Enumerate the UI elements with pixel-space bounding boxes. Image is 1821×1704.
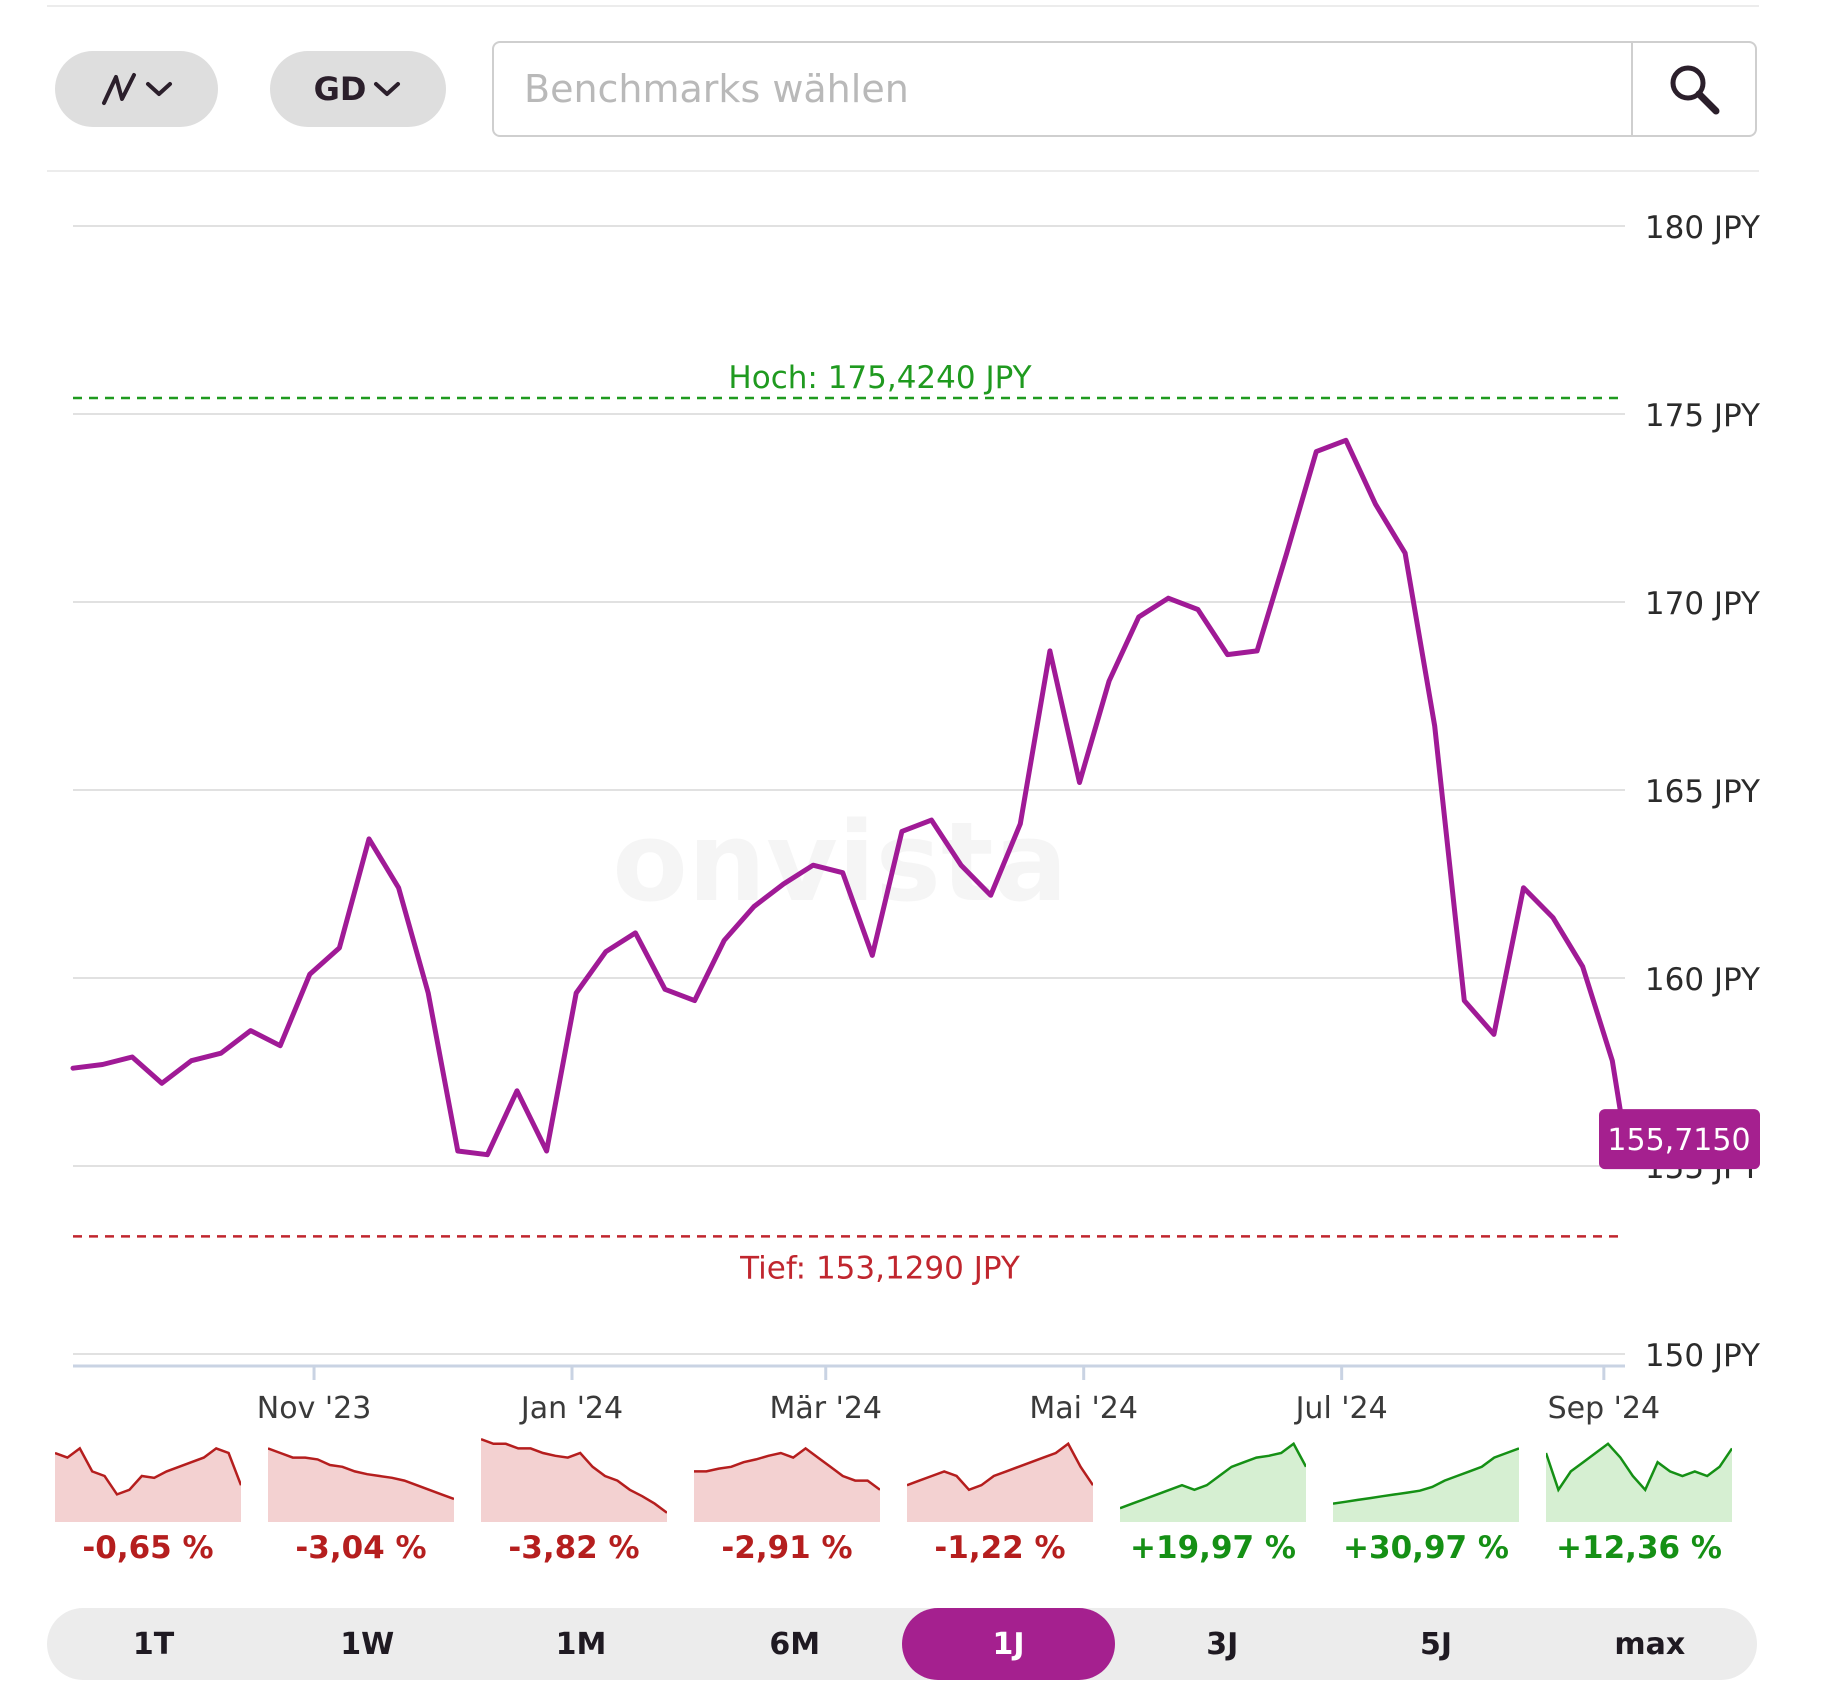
sparkline (1333, 1447, 1519, 1522)
chevron-down-icon (374, 82, 401, 96)
performance-item[interactable]: +30,97 % (1333, 1430, 1519, 1580)
sparkline-line (481, 1438, 667, 1514)
range-button-max[interactable]: max (1614, 1626, 1686, 1662)
series-layer (70, 437, 1628, 1158)
sparkline-area (1333, 1448, 1519, 1522)
high-label: Hoch: 175,4240 JPY (728, 360, 1031, 396)
x-axis: Nov '23 Jan '24 Mär '24 Mai '24 Jul '24 Sep '… (73, 1364, 1661, 1426)
chart-type-dropdown[interactable] (55, 51, 218, 127)
header-divider (47, 170, 1759, 172)
sparkline-line (694, 1446, 880, 1491)
time-range-selector: 1T 1W 1M 6M 1J 3J 5J max (47, 1608, 1757, 1680)
sparkline-line (1546, 1442, 1732, 1493)
sparkline-area (907, 1443, 1093, 1522)
performance-label: +30,97 % (1343, 1530, 1509, 1566)
y-tick-label: 175 JPY (1645, 398, 1760, 434)
performance-label: -0,65 % (82, 1530, 214, 1566)
range-button-1t[interactable]: 1T (132, 1626, 175, 1662)
search-button[interactable] (1631, 43, 1755, 135)
y-tick-label: 170 JPY (1645, 586, 1760, 622)
last-price-label: 155,7150 (1607, 1123, 1750, 1158)
price-line (70, 437, 1628, 1158)
range-button-3j[interactable]: 3J (1206, 1626, 1239, 1662)
performance-label: -2,91 % (721, 1530, 853, 1566)
gd-dropdown[interactable]: GD (270, 51, 446, 127)
reference-lines: Hoch: 175,4240 JPY Tief: 153,1290 JPY (73, 360, 1625, 1286)
performance-label: -3,04 % (295, 1530, 427, 1566)
range-button-6m[interactable]: 6M (769, 1626, 821, 1662)
sparkline-area (268, 1448, 454, 1522)
y-tick-label: 160 JPY (1645, 962, 1760, 998)
last-price-badge-layer: 155,7150 (1599, 1109, 1760, 1170)
performance-label: +12,36 % (1556, 1530, 1722, 1566)
sparkline (694, 1446, 880, 1522)
range-button-1w[interactable]: 1W (340, 1626, 395, 1662)
y-tick-label: 165 JPY (1645, 774, 1760, 810)
sparkline-line (1333, 1447, 1519, 1505)
range-button-5j[interactable]: 5J (1419, 1626, 1453, 1662)
performance-item[interactable]: -3,04 % (268, 1430, 454, 1580)
sparkline (907, 1441, 1093, 1522)
sparkline-line (268, 1447, 454, 1501)
performance-sparklines: -0,65 % -3,04 % -3,82 % -2,91 % -1,22 % +19,9… (55, 1430, 1755, 1580)
performance-label: +19,97 % (1130, 1530, 1296, 1566)
x-tick-label: Jul '24 (1294, 1391, 1388, 1426)
performance-item[interactable]: -2,91 % (694, 1430, 880, 1580)
x-tick-label: Nov '23 (257, 1391, 372, 1426)
low-label: Tief: 153,1290 JPY (739, 1250, 1020, 1286)
watermark: onvista (612, 798, 1068, 926)
performance-label: -1,22 % (934, 1530, 1066, 1566)
search-icon (1670, 65, 1720, 115)
performance-item[interactable]: -1,22 % (907, 1430, 1093, 1580)
top-divider (47, 5, 1759, 7)
sparkline (268, 1447, 454, 1522)
chevron-down-icon (145, 82, 172, 96)
x-tick-label: Jan '24 (519, 1391, 623, 1426)
sparkline-area (694, 1448, 880, 1522)
y-tick-label: 150 JPY (1645, 1338, 1760, 1374)
performance-item[interactable]: +12,36 % (1546, 1430, 1732, 1580)
performance-item[interactable]: +19,97 % (1120, 1430, 1306, 1580)
y-tick-label: 180 JPY (1645, 210, 1760, 246)
sparkline-area (1120, 1443, 1306, 1522)
sparkline (1120, 1441, 1306, 1522)
sparkline (481, 1438, 667, 1522)
range-button-1j[interactable]: 1J (902, 1608, 1115, 1680)
x-tick-label: Sep '24 (1548, 1391, 1661, 1426)
sparkline (55, 1446, 241, 1522)
line-chart-icon (101, 73, 136, 105)
performance-label: -3,82 % (508, 1530, 640, 1566)
x-tick-label: Mai '24 (1029, 1391, 1138, 1426)
performance-item[interactable]: -3,82 % (481, 1430, 667, 1580)
range-button-1m[interactable]: 1M (555, 1626, 607, 1662)
x-tick-label: Mär '24 (769, 1391, 882, 1426)
benchmark-search (492, 41, 1757, 137)
sparkline-area (481, 1439, 667, 1522)
benchmark-search-input[interactable] (494, 43, 1634, 135)
last-price-badge (1599, 1109, 1760, 1170)
gd-label: GD (313, 70, 367, 108)
sparkline (1546, 1442, 1732, 1522)
sparkline-area (55, 1448, 241, 1522)
sparkline-line (55, 1446, 241, 1496)
sparkline-line (907, 1441, 1093, 1492)
performance-item[interactable]: -0,65 % (55, 1430, 241, 1580)
sparkline-line (1120, 1441, 1306, 1510)
